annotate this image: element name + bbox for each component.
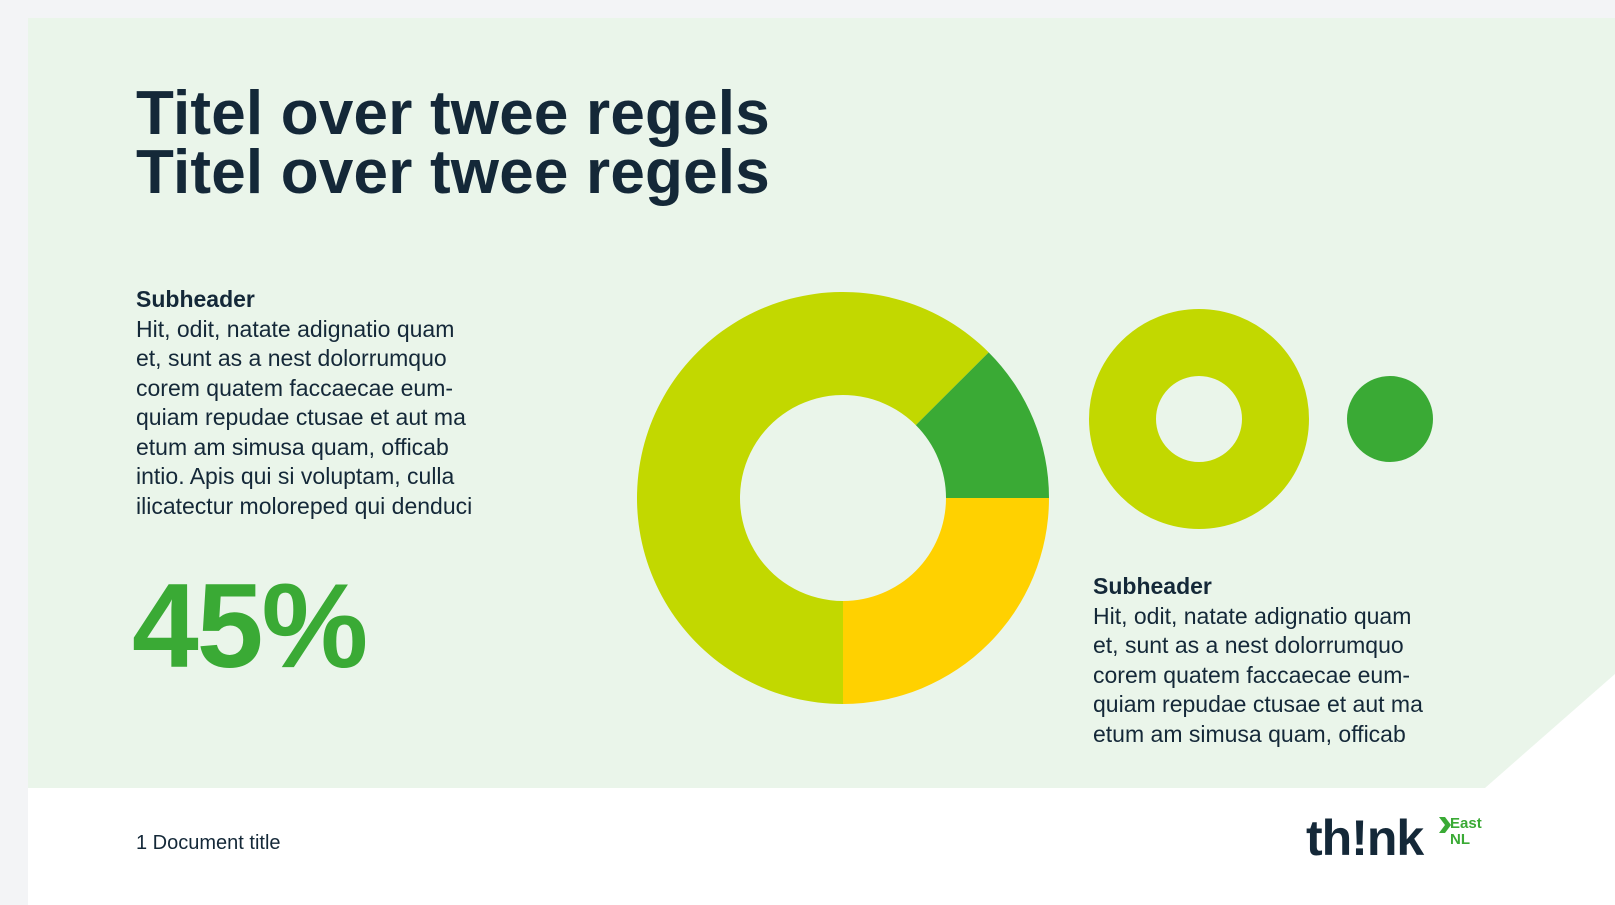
chart-1-slice-3 [843,498,1049,704]
document-title: 1 Document title [136,832,281,854]
big-stat-percentage: 45% [132,559,368,693]
title-line-1: Titel over twee regels [136,79,770,148]
left-body-line: ilicatectur moloreped qui denduci [136,492,473,519]
logo-region: East NL [1450,816,1482,848]
left-body-line: intio. Apis qui si voluptam, culla [136,463,455,489]
right-body-line: corem quatem faccaecae eum- [1093,661,1411,688]
slide: Titel over twee regels Titel over twee r… [28,18,1615,905]
logo-region-line-1: East [1450,815,1482,832]
chevron-right-icon [1439,817,1451,833]
right-body-line: Hit, odit, natate adignatio quam [1093,602,1412,629]
donut-charts [636,292,1433,704]
content-panel [28,18,1615,788]
think-east-nl-logo: th!nk East NL [1306,808,1496,868]
right-body: Hit, odit, natate adignatio quam et, sun… [1093,602,1423,750]
left-body-line: quiam repudae ctusae et aut ma [136,404,466,430]
panel-background [28,18,1615,788]
chart-2-slice-1 [1089,309,1309,529]
left-body-line: etum am simusa quam, officab [136,433,449,460]
left-body-line: corem quatem faccaecae eum- [136,374,454,401]
left-body-line: Hit, odit, natate adignatio quam [136,315,455,342]
right-body-line: quiam repudae ctusae et aut ma [1093,691,1423,717]
title-line-2: Titel over twee regels [136,138,770,207]
left-subheader: Subheader [136,286,255,312]
logo-wordmark: th!nk [1306,810,1424,866]
chart-1-slice-2 [915,352,1049,498]
slide-title: Titel over twee regels Titel over twee r… [136,79,770,207]
left-body-line: et, sunt as a nest dolorrumquo [136,345,447,371]
right-body-line: et, sunt as a nest dolorrumquo [1093,632,1404,658]
chart-3-slice-1 [1347,376,1433,462]
right-text-block: Subheader Hit, odit, natate adignatio qu… [1093,572,1423,749]
left-text-block: Subheader Hit, odit, natate adignatio qu… [136,285,472,521]
left-body: Hit, odit, natate adignatio quam et, sun… [136,315,472,522]
chart-1-slice-1 [636,292,989,704]
right-body-line: etum am simusa quam, officab [1093,720,1406,747]
right-subheader: Subheader [1093,573,1212,599]
logo-region-line-2: NL [1450,831,1470,848]
